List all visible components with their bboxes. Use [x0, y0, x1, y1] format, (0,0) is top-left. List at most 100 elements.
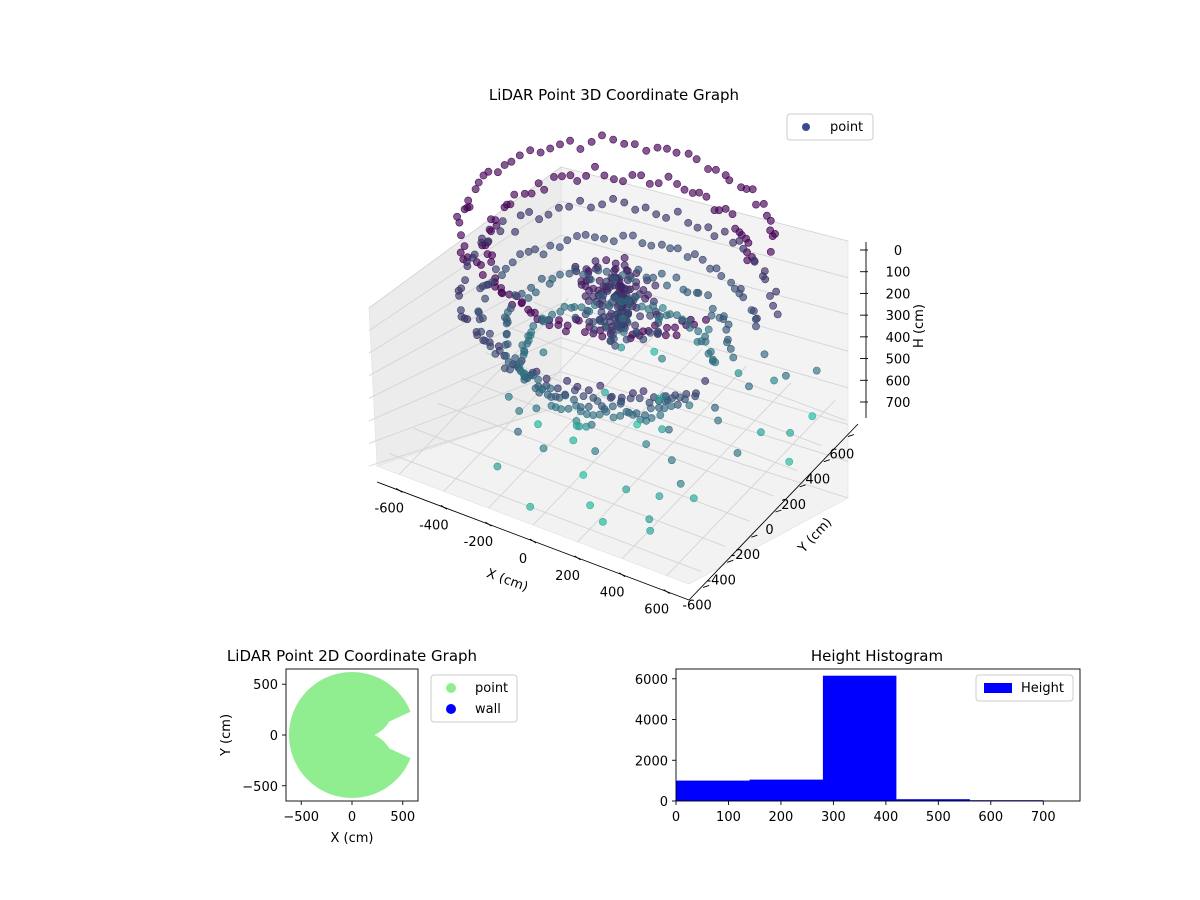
- data-point-3d: [516, 211, 525, 220]
- data-point-3d: [654, 179, 663, 187]
- data-point-3d: [607, 392, 616, 401]
- ticks-histogram: 0 100 200 300 400 500 600 700 0 2000 4000 6000: [635, 673, 1056, 825]
- data-point-3d: [751, 315, 760, 324]
- data-point-3d: [631, 205, 640, 214]
- chart-2d-title: LiDAR Point 2D Coordinate Graph: [227, 647, 477, 665]
- data-point-3d: [582, 171, 590, 180]
- data-point-3d: [647, 404, 655, 413]
- data-point-3d: [663, 323, 671, 332]
- data-point-3d: [527, 283, 535, 292]
- y-tick-label-3d: 600: [830, 448, 855, 463]
- data-point-3d: [477, 261, 485, 269]
- data-point-3d: [695, 188, 704, 197]
- x-tick-label-histogram: 700: [1031, 810, 1056, 825]
- data-point-3d: [561, 391, 570, 400]
- data-point-3d: [752, 322, 760, 331]
- data-point-3d: [577, 303, 586, 312]
- data-point-3d: [598, 332, 607, 341]
- data-point-3d: [721, 204, 730, 213]
- data-point-3d: [618, 314, 627, 323]
- x-tick-3d: [574, 555, 581, 561]
- data-point-3d: [711, 403, 719, 412]
- data-point-3d: [668, 394, 677, 402]
- data-point-3d: [511, 227, 519, 236]
- data-point-3d: [747, 306, 756, 314]
- data-point-3d: [531, 288, 540, 297]
- data-point-3d: [565, 269, 574, 278]
- data-point-3d: [600, 171, 609, 180]
- data-point-3d: [511, 291, 519, 300]
- data-point-3d: [745, 382, 753, 391]
- data-point-3d: [622, 407, 631, 416]
- data-point-3d: [688, 189, 697, 197]
- data-point-3d: [616, 411, 625, 420]
- y-tick-label-histogram: 0: [660, 795, 668, 810]
- data-point-3d: [597, 308, 606, 317]
- x-tick-label-2d: 500: [390, 810, 415, 825]
- data-point-3d: [594, 266, 603, 275]
- data-point-3d: [585, 307, 594, 316]
- data-point-3d: [579, 471, 588, 479]
- data-point-3d: [632, 278, 641, 287]
- data-point-3d: [539, 348, 548, 357]
- data-point-3d: [591, 301, 599, 309]
- data-point-3d: [602, 323, 611, 332]
- data-point-3d: [456, 306, 465, 314]
- data-point-3d: [631, 293, 640, 302]
- data-point-3d: [529, 322, 538, 330]
- data-point-3d: [506, 365, 514, 374]
- data-point-3d: [544, 210, 553, 219]
- y-axis-line: [688, 423, 859, 601]
- data-point-3d: [515, 151, 524, 160]
- data-point-3d: [595, 410, 604, 419]
- data-point-3d: [602, 256, 611, 265]
- x-tick-label-3d: 200: [555, 569, 580, 584]
- data-point-3d: [570, 303, 579, 311]
- data-point-3d: [611, 294, 619, 302]
- data-point-3d: [735, 289, 744, 298]
- data-point-3d: [486, 342, 495, 351]
- data-point-3d: [652, 210, 661, 219]
- data-point-3d: [546, 384, 555, 393]
- data-point-3d: [527, 189, 536, 198]
- data-point-3d: [543, 315, 552, 324]
- data-point-3d: [759, 199, 768, 208]
- data-point-3d: [617, 343, 626, 352]
- data-point-3d: [586, 275, 595, 284]
- legend-2d-point-label: point: [475, 681, 508, 696]
- data-point-3d: [557, 405, 565, 414]
- data-point-3d: [537, 274, 546, 283]
- data-point-3d: [645, 179, 654, 188]
- data-point-3d: [516, 359, 524, 368]
- data-point-3d: [658, 240, 666, 249]
- data-point-3d: [644, 291, 652, 299]
- data-point-3d: [642, 146, 651, 155]
- data-point-3d: [548, 274, 557, 283]
- data-point-3d: [728, 210, 737, 218]
- data-point-3d: [748, 185, 757, 194]
- data-point-3d: [689, 494, 698, 503]
- scatter-3d-chart: LiDAR Point 3D Coordinate Graph -600 -400…: [368, 86, 927, 618]
- data-point-3d: [600, 234, 608, 243]
- data-point-3d: [684, 218, 693, 227]
- data-point-3d: [720, 227, 729, 236]
- data-point-3d: [453, 212, 461, 221]
- data-point-3d: [651, 281, 660, 290]
- data-point-3d: [478, 314, 487, 323]
- data-point-3d: [654, 394, 663, 403]
- x-tick-label-2d: 0: [348, 810, 356, 825]
- data-point-3d: [571, 386, 579, 395]
- data-point-3d: [493, 168, 502, 177]
- data-point-3d: [665, 425, 673, 434]
- data-point-3d: [683, 253, 692, 261]
- data-point-3d: [470, 250, 479, 259]
- data-point-3d: [596, 381, 605, 390]
- x-tick-label-2d: −500: [283, 810, 319, 825]
- data-point-3d: [769, 301, 777, 310]
- data-point-3d: [501, 264, 510, 273]
- data-point-3d: [481, 336, 489, 345]
- x-tick-label-3d: 0: [519, 552, 527, 567]
- data-point-3d: [511, 354, 520, 362]
- data-point-3d: [516, 250, 524, 258]
- data-point-3d: [714, 416, 722, 425]
